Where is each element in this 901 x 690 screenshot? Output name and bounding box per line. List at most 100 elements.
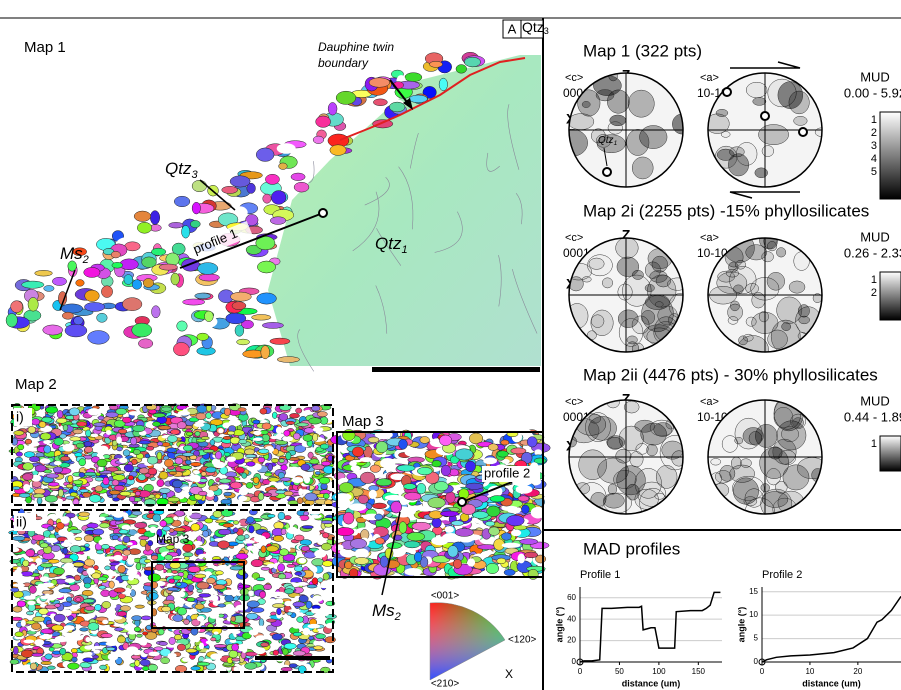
grain (280, 478, 291, 482)
grain (141, 616, 151, 620)
grain (70, 545, 81, 552)
grain (286, 421, 295, 424)
grain (45, 495, 57, 502)
grain (104, 556, 116, 559)
grain (117, 447, 123, 451)
grain (58, 489, 63, 497)
grain (399, 522, 407, 534)
grain (191, 666, 201, 670)
grain (323, 493, 329, 499)
grain (124, 464, 133, 472)
grain (299, 595, 308, 602)
grain (265, 607, 270, 614)
contour (731, 457, 741, 469)
grain (174, 635, 181, 640)
label-base: Ms (60, 244, 83, 263)
grain (75, 453, 83, 457)
grain (133, 449, 140, 454)
grain (62, 312, 73, 319)
grain (186, 649, 197, 653)
grain (32, 653, 43, 656)
grain (39, 421, 46, 427)
contour (579, 450, 607, 480)
label: profile 2 (484, 465, 530, 480)
shear-arrow (730, 192, 800, 198)
grain (273, 650, 279, 655)
grain (148, 574, 161, 582)
grain (368, 437, 379, 443)
grain (73, 480, 83, 484)
grain (135, 660, 140, 667)
contour (746, 317, 756, 326)
grain (95, 486, 103, 492)
contour (774, 407, 793, 427)
grain (313, 427, 324, 432)
grain (261, 546, 266, 553)
label: 0.44 - 1.89 (844, 409, 901, 424)
grain (80, 628, 89, 632)
contour (773, 498, 797, 520)
grain (16, 567, 21, 573)
grain (218, 604, 226, 607)
grain (66, 484, 73, 488)
grain (73, 429, 83, 434)
grain (501, 506, 518, 511)
grain (175, 458, 183, 465)
grain (101, 590, 110, 597)
grain (123, 536, 130, 543)
grain (210, 440, 215, 446)
grain (61, 456, 71, 461)
grain (238, 408, 246, 412)
grain (198, 491, 207, 496)
label-sub: 3 (191, 169, 198, 181)
grain (209, 612, 219, 619)
grain (521, 505, 529, 514)
grain (246, 482, 253, 488)
label: 150 (692, 667, 706, 676)
contour (759, 311, 768, 322)
grain (101, 544, 109, 549)
grain (251, 314, 270, 320)
contour (556, 129, 588, 156)
label: 0 (578, 667, 583, 676)
grain (41, 629, 53, 634)
grain (101, 633, 113, 637)
grain (71, 648, 77, 652)
grain (257, 293, 277, 304)
grain (178, 607, 187, 615)
grain (151, 555, 158, 560)
grain (190, 220, 200, 227)
grain (192, 202, 200, 214)
grain (194, 478, 201, 482)
grain (195, 574, 206, 578)
grain (48, 559, 59, 563)
grain (391, 501, 402, 513)
grain (88, 623, 99, 631)
grain (270, 338, 290, 344)
grain (139, 536, 149, 540)
grain (112, 480, 119, 486)
grain (109, 581, 115, 588)
label: <a> (700, 72, 719, 84)
grain (96, 550, 103, 554)
grain (167, 587, 178, 590)
grain (162, 606, 171, 611)
contour (762, 146, 774, 157)
grain (93, 650, 100, 654)
grain (465, 461, 475, 472)
grain (350, 539, 367, 549)
label: 1 (871, 438, 877, 450)
grain (405, 73, 422, 82)
label-base: Ms (372, 601, 395, 620)
grain (403, 484, 416, 490)
grain (187, 574, 193, 580)
scale-bar (255, 656, 330, 660)
grain (106, 641, 118, 646)
grain (55, 604, 61, 608)
grain (135, 605, 145, 608)
grain (277, 143, 296, 154)
grain (99, 523, 109, 528)
contour (735, 437, 743, 444)
grain (229, 419, 241, 426)
grain-pole (799, 128, 807, 136)
